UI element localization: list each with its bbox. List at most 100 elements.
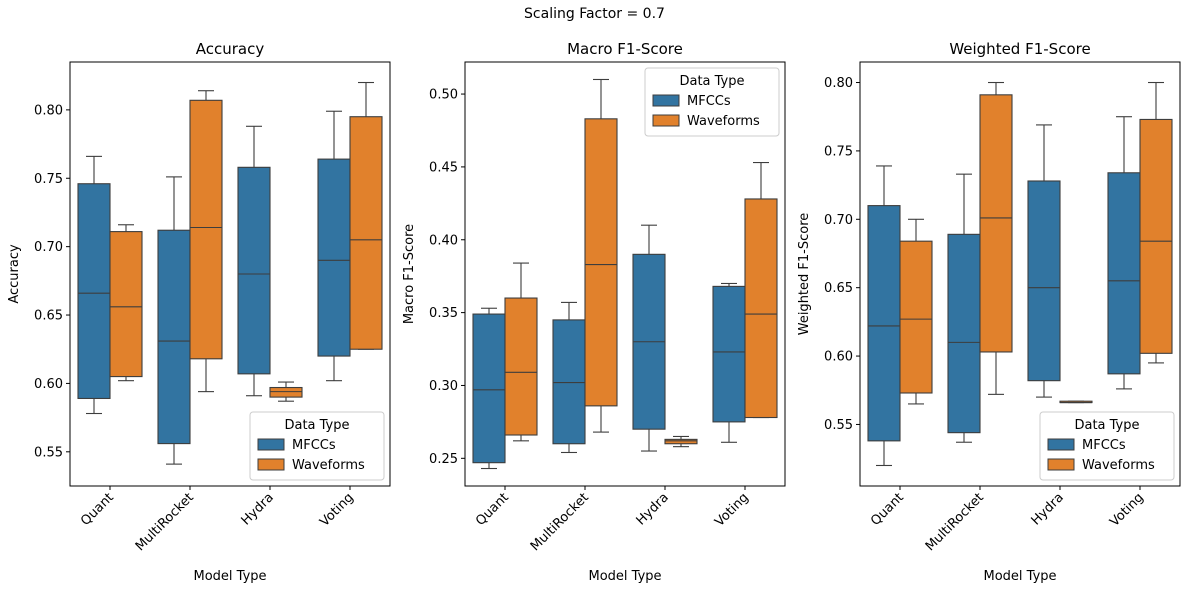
y-tick-label: 0.70: [34, 240, 63, 255]
y-tick-label: 0.30: [429, 379, 458, 394]
figure-suptitle: Scaling Factor = 0.7: [524, 6, 665, 22]
legend-swatch-waveforms: [1047, 458, 1075, 471]
x-axis-label: Model Type: [193, 569, 266, 584]
x-tick-label: Quant: [78, 490, 117, 529]
y-tick-label: 0.80: [824, 76, 853, 91]
box-body: [237, 166, 271, 375]
box-body: [744, 198, 778, 419]
box-body: [349, 116, 383, 350]
box-waveforms-multirocket: [584, 78, 618, 433]
box-body: [712, 285, 746, 423]
legend-swatch-mfccs: [257, 438, 285, 451]
box-body: [189, 99, 223, 360]
legend-title: Data Type: [284, 418, 349, 433]
box-mfccs-hydra: [237, 125, 271, 397]
y-axis-label: Weighted F1-Score: [797, 213, 812, 336]
box-body: [317, 158, 351, 357]
axes-frame: [859, 61, 1181, 487]
x-tick-label: Hydra: [1029, 490, 1067, 528]
box-waveforms-multirocket: [189, 90, 223, 393]
legend-title: Data Type: [679, 74, 744, 89]
y-tick-label: 0.70: [824, 213, 853, 228]
box-waveforms-quant: [109, 224, 143, 382]
x-axis-label: Model Type: [983, 569, 1056, 584]
box-body: [979, 94, 1013, 353]
box-waveforms-quant: [504, 262, 538, 442]
chart-panel-2: 0.25 0.30 0.35 0.40 0.45 0.50 Quant MultiRocket…: [402, 40, 786, 584]
legend: Data Type MFCCs Waveforms: [1039, 411, 1175, 481]
box-waveforms-voting: [744, 161, 778, 419]
axes-frame: [464, 61, 786, 487]
y-tick-label: 0.25: [429, 452, 458, 467]
x-tick-label: Hydra: [239, 490, 277, 528]
chart-panel-3: 0.55 0.60 0.65 0.70 0.75 0.80 Quant MultiRocket…: [797, 40, 1181, 584]
box-waveforms-hydra: [1059, 400, 1093, 404]
x-tick-label: Quant: [473, 490, 512, 529]
legend-swatch-waveforms: [257, 458, 285, 471]
box-body: [109, 231, 143, 378]
box-body: [664, 438, 698, 445]
y-tick-label: 0.50: [429, 88, 458, 103]
box-waveforms-hydra: [664, 435, 698, 448]
box-mfccs-quant: [77, 155, 111, 415]
box-body: [269, 386, 303, 398]
legend-label-mfccs: MFCCs: [687, 94, 731, 109]
box-waveforms-voting: [1139, 81, 1173, 364]
box-body: [504, 297, 538, 436]
legend-swatch-mfccs: [652, 94, 680, 107]
legend: Data Type MFCCs Waveforms: [644, 67, 780, 137]
y-tick-label: 0.60: [34, 377, 63, 392]
y-tick-label: 0.65: [824, 281, 853, 296]
legend-swatch-waveforms: [652, 114, 680, 127]
chart-panel-1: 0.55 0.60 0.65 0.70 0.75 0.80 Quant MultiRocket…: [7, 40, 391, 584]
y-tick-label: 0.40: [429, 233, 458, 248]
y-tick-label: 0.75: [824, 144, 853, 159]
box-body: [1027, 180, 1061, 382]
box-mfccs-quant: [867, 165, 901, 467]
chart-title: Weighted F1-Score: [949, 40, 1090, 58]
legend: Data Type MFCCs Waveforms: [249, 411, 385, 481]
x-tick-label: Voting: [317, 490, 357, 530]
box-mfccs-voting: [712, 282, 746, 443]
box-waveforms-hydra: [269, 381, 303, 402]
box-body: [552, 319, 586, 445]
box-body: [947, 233, 981, 434]
x-tick-label: MultiRocket: [133, 490, 197, 554]
legend-title: Data Type: [1074, 418, 1139, 433]
box-waveforms-quant: [899, 218, 933, 405]
x-tick-label: MultiRocket: [923, 490, 987, 554]
y-tick-label: 0.60: [824, 350, 853, 365]
box-mfccs-hydra: [632, 224, 666, 452]
legend-label-mfccs: MFCCs: [1082, 438, 1126, 453]
box-mfccs-multirocket: [157, 176, 191, 465]
legend-label-waveforms: Waveforms: [687, 114, 760, 129]
box-waveforms-voting: [349, 81, 383, 350]
y-tick-label: 0.45: [429, 160, 458, 175]
y-tick-label: 0.75: [34, 172, 63, 187]
box-mfccs-multirocket: [552, 301, 586, 454]
x-tick-label: Voting: [712, 490, 752, 530]
y-axis-label: Macro F1-Score: [402, 224, 417, 324]
box-body: [472, 313, 506, 464]
box-mfccs-voting: [317, 110, 351, 382]
legend-label-waveforms: Waveforms: [292, 458, 365, 473]
box-mfccs-quant: [472, 307, 506, 470]
x-tick-label: Hydra: [634, 490, 672, 528]
box-mfccs-voting: [1107, 116, 1141, 390]
box-body: [77, 183, 111, 400]
x-tick-label: Voting: [1107, 490, 1147, 530]
box-body: [157, 229, 191, 445]
box-body: [1107, 172, 1141, 375]
legend-label-waveforms: Waveforms: [1082, 458, 1155, 473]
axes-frame: [69, 61, 391, 487]
x-axis-label: Model Type: [588, 569, 661, 584]
y-axis-label: Accuracy: [7, 244, 22, 304]
y-tick-label: 0.65: [34, 309, 63, 324]
box-body: [584, 118, 618, 407]
chart-title: Accuracy: [196, 40, 265, 58]
chart-title: Macro F1-Score: [567, 40, 683, 58]
x-tick-label: MultiRocket: [528, 490, 592, 554]
box-mfccs-multirocket: [947, 173, 981, 443]
y-tick-label: 0.55: [824, 418, 853, 433]
